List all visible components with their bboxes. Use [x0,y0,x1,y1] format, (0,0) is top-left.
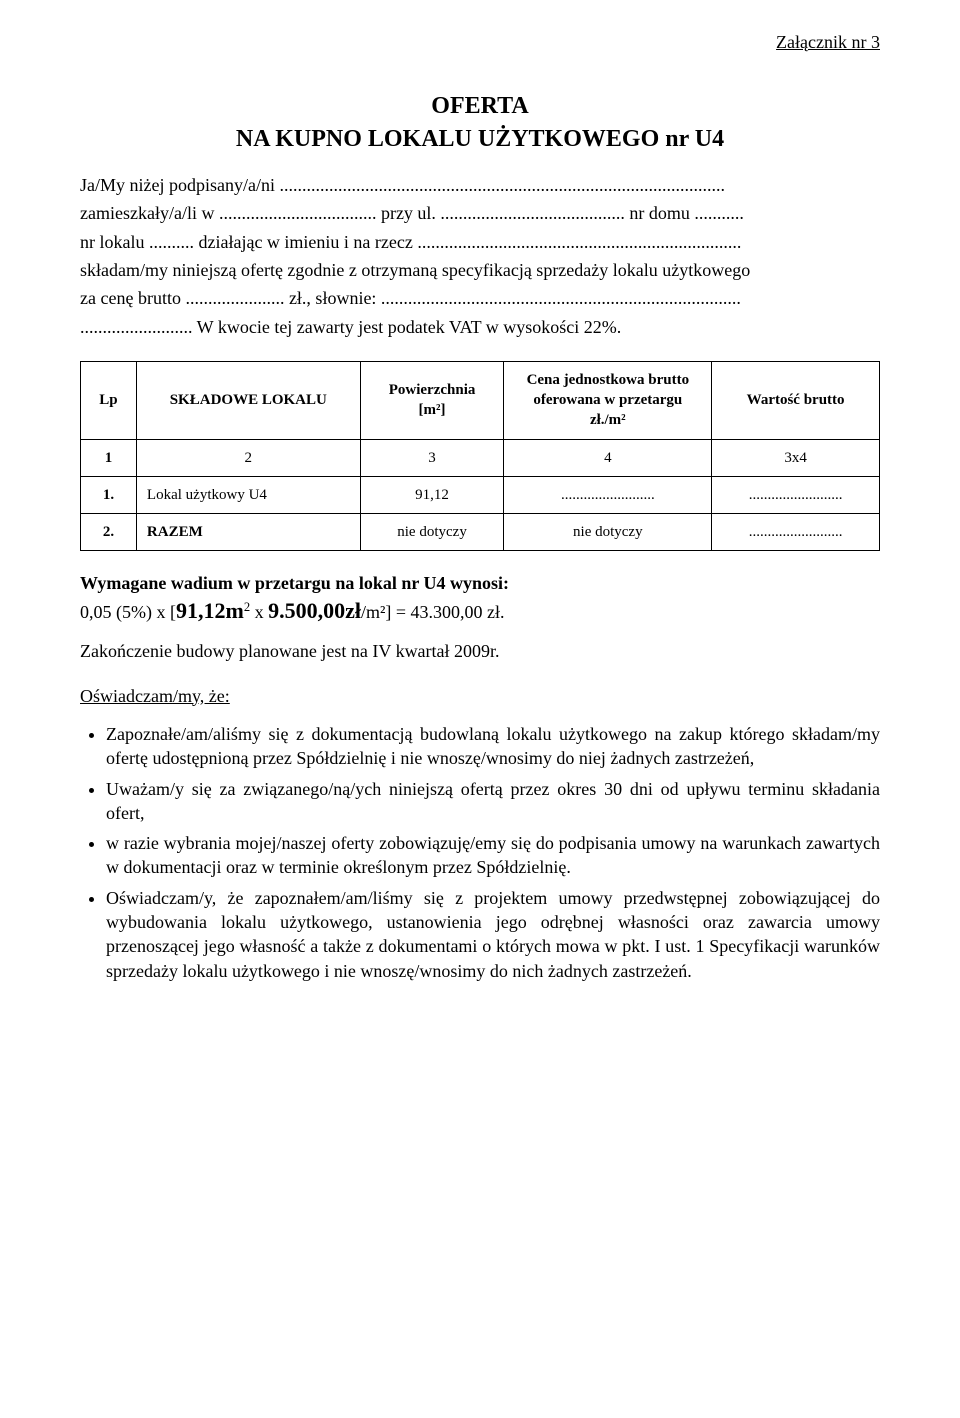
list-item: Oświadczam/y, że zapoznałem/am/liśmy się… [106,886,880,983]
numrow-3: 3 [360,439,504,476]
completion-note: Zakończenie budowy planowane jest na IV … [80,639,880,663]
th-cena-label: Cena jednostkowa brutto oferowana w prze… [510,370,705,411]
formula-rate: 9.500,00zł [268,598,361,623]
th-cena: Cena jednostkowa brutto oferowana w prze… [504,361,712,439]
list-item: Zapoznałe/am/aliśmy się z dokumentacją b… [106,722,880,771]
form-line-5: za cenę brutto ...................... zł… [80,286,880,310]
required-line1: Wymagane wadium w przetargu na lokal nr … [80,571,880,595]
form-line-2: zamieszkały/a/li w .....................… [80,201,880,225]
table-number-row: 1 2 3 4 3x4 [81,439,880,476]
numrow-2: 2 [136,439,360,476]
table-row: 1. Lokal użytkowy U4 91,12 .............… [81,476,880,513]
table-row: 2. RAZEM nie dotyczy nie dotyczy .......… [81,514,880,551]
form-line-6: ......................... W kwocie tej z… [80,315,880,339]
row2-name: RAZEM [136,514,360,551]
row1-name: Lokal użytkowy U4 [136,476,360,513]
form-line-3: nr lokalu .......... działając w imieniu… [80,230,880,254]
required-formula: 0,05 (5%) x [91,12m2 x 9.500,00zł/m²] = … [80,596,880,626]
row2-value: ......................... [712,514,880,551]
numrow-1: 1 [81,439,137,476]
th-wartosc: Wartość brutto [712,361,880,439]
row2-lp: 2. [81,514,137,551]
attachment-label: Załącznik nr 3 [80,30,880,54]
th-skladowe: SKŁADOWE LOKALU [136,361,360,439]
th-pow-unit: [m²] [367,400,498,420]
formula-perm2: /m² [361,602,385,622]
row1-value: ......................... [712,476,880,513]
title-line-1: OFERTA [80,90,880,122]
numrow-5: 3x4 [712,439,880,476]
th-lp: Lp [81,361,137,439]
list-item: w razie wybrania mojej/naszej oferty zob… [106,831,880,880]
form-line-1: Ja/My niżej podpisany/a/ni .............… [80,173,880,197]
declaration-heading: Oświadczam/my, że: [80,684,880,708]
row1-price: ......................... [504,476,712,513]
row2-price: nie dotyczy [504,514,712,551]
numrow-4: 4 [504,439,712,476]
th-pow-label: Powierzchnia [367,380,498,400]
document-title: OFERTA NA KUPNO LOKALU UŻYTKOWEGO nr U4 [80,90,880,155]
table-header-row: Lp SKŁADOWE LOKALU Powierzchnia [m²] Cen… [81,361,880,439]
th-pow: Powierzchnia [m²] [360,361,504,439]
declaration-list: Zapoznałe/am/aliśmy się z dokumentacją b… [106,722,880,983]
formula-prefix: 0,05 (5%) x [ [80,602,176,622]
formula-tail: ] = 43.300,00 zł. [385,602,504,622]
formula-mult: x [250,602,268,622]
form-line-4: składam/my niniejszą ofertę zgodnie z ot… [80,258,880,282]
offer-table: Lp SKŁADOWE LOKALU Powierzchnia [m²] Cen… [80,361,880,552]
row2-area: nie dotyczy [360,514,504,551]
th-cena-unit: zł./m² [510,410,705,430]
row1-area: 91,12 [360,476,504,513]
list-item: Uważam/y się za związanego/ną/ych niniej… [106,777,880,826]
title-line-2: NA KUPNO LOKALU UŻYTKOWEGO nr U4 [80,123,880,155]
row1-lp: 1. [81,476,137,513]
required-wadium: Wymagane wadium w przetargu na lokal nr … [80,571,880,625]
formula-area: 91,12m [176,598,244,623]
